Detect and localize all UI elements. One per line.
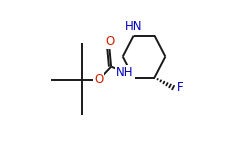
Text: NH: NH	[116, 66, 133, 79]
Text: O: O	[94, 73, 103, 86]
Text: F: F	[176, 81, 183, 94]
Text: HN: HN	[124, 20, 142, 33]
Text: O: O	[105, 35, 114, 48]
Polygon shape	[125, 71, 133, 78]
